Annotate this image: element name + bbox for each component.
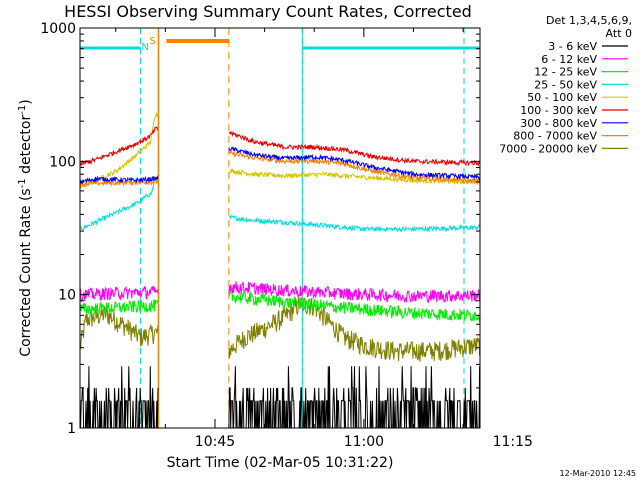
plot-timestamp: 12-Mar-2010 12:45 bbox=[560, 469, 637, 478]
chart-title: HESSI Observing Summary Count Rates, Cor… bbox=[64, 2, 472, 21]
series-line-2 bbox=[79, 281, 481, 304]
legend-entry-label: 3 - 6 keV bbox=[548, 40, 597, 53]
x-tick-label: 11:00 bbox=[344, 434, 384, 450]
y-tick-label: 1000 bbox=[40, 21, 76, 37]
legend-entry-label: 50 - 100 keV bbox=[527, 91, 597, 104]
series-line-3 bbox=[79, 290, 481, 323]
legend-entry-label: 100 - 300 keV bbox=[520, 104, 597, 117]
legend-entry-label: 300 - 800 keV bbox=[520, 117, 597, 130]
series-layer bbox=[79, 112, 481, 429]
x-tick-label: 11:15 bbox=[493, 434, 533, 450]
series-line-9 bbox=[79, 296, 481, 362]
y-axis-label: Corrected Count Rate (s-1 detector-1) bbox=[17, 99, 35, 356]
y-axis-label-sup: -1 bbox=[17, 178, 28, 188]
series-line-4 bbox=[79, 176, 481, 233]
plot-frame bbox=[79, 27, 481, 429]
legend-header-attenuator: Att 0 bbox=[606, 27, 632, 40]
legend-entry-label: 7000 - 20000 keV bbox=[499, 142, 597, 155]
y-axis-label-part: detector bbox=[18, 115, 34, 179]
series-line-6 bbox=[79, 126, 481, 167]
series-line-1 bbox=[80, 366, 481, 429]
night-flag-label: N bbox=[141, 42, 148, 53]
y-tick-label: 10 bbox=[58, 288, 76, 304]
y-axis-label-part: Corrected Count Rate (s bbox=[18, 188, 34, 356]
legend-entry-label: 25 - 50 keV bbox=[534, 78, 597, 91]
y-tick-label: 1 bbox=[67, 421, 76, 437]
y-axis-label-sup: -1 bbox=[17, 105, 28, 115]
legend-header-detectors: Det 1,3,4,5,6,9, bbox=[546, 14, 632, 27]
saa-flag-label: S bbox=[149, 36, 155, 47]
y-tick-label: 100 bbox=[49, 154, 76, 170]
x-tick-label: 10:45 bbox=[195, 434, 235, 450]
x-axis-label: Start Time (02-Mar-05 10:31:22) bbox=[167, 455, 394, 471]
series-line-7 bbox=[79, 146, 481, 185]
legend-entry-label: 800 - 7000 keV bbox=[513, 130, 597, 143]
legend-entry-label: 6 - 12 keV bbox=[541, 53, 597, 66]
legend-entry-label: 12 - 25 keV bbox=[534, 66, 597, 79]
y-axis-label-part: ) bbox=[18, 99, 34, 104]
